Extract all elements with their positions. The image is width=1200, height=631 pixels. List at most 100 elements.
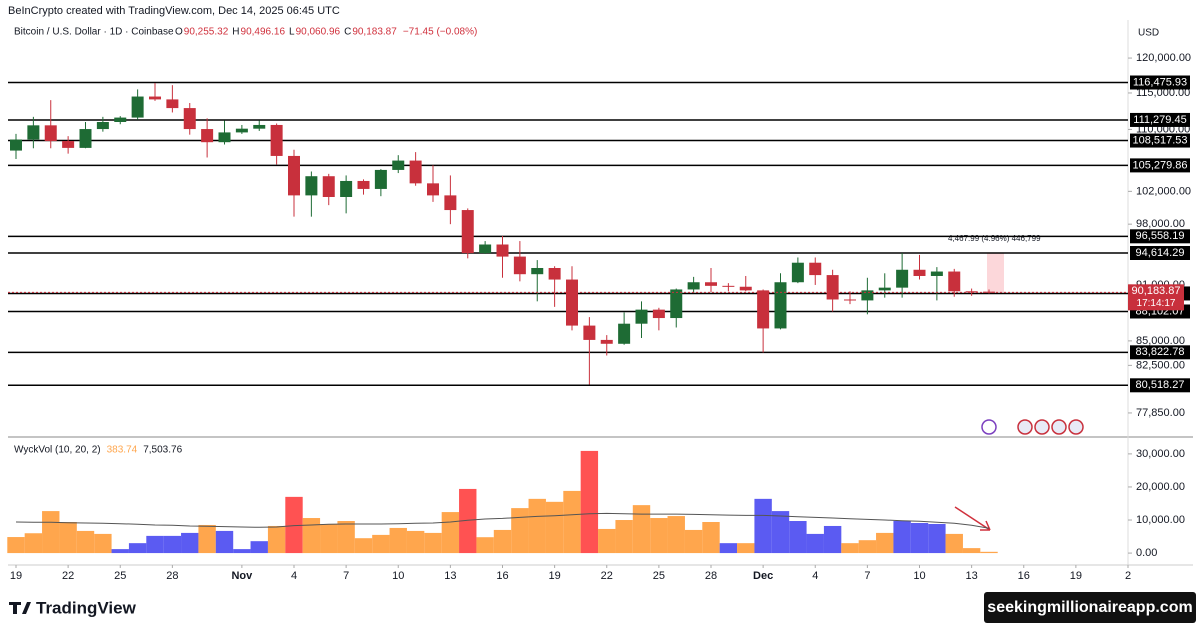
candle-body	[149, 96, 161, 100]
candle-body	[288, 155, 300, 196]
level-label-box	[1130, 158, 1190, 173]
volume-last: 383.74	[107, 445, 138, 456]
ohlc-value: 90,255.32	[184, 27, 229, 38]
volume-bar	[406, 530, 425, 554]
candle-body	[392, 160, 405, 170]
volume-bar	[580, 450, 599, 554]
price-change: −71.45 (−0.08%)	[403, 27, 478, 38]
level-label-box	[1130, 229, 1190, 244]
symbol: Bitcoin / U.S. Dollar · 1D · Coinbase	[14, 27, 174, 38]
measure-label: 4,467.99 (4.96%) 446,799	[948, 234, 1041, 243]
y-tick-label: 85,000.00	[1136, 335, 1185, 347]
volume-bar	[702, 522, 720, 554]
candle-body	[201, 129, 214, 143]
candle-body	[583, 325, 596, 340]
volume-bar	[146, 535, 164, 554]
y-tick-label: 77,850.00	[1136, 407, 1185, 419]
x-tick-label: 25	[114, 570, 126, 582]
volume-bar	[980, 551, 998, 554]
volume-bar	[511, 508, 529, 554]
candle-body	[600, 339, 613, 344]
candle-body	[62, 141, 75, 148]
ohlc-value: 90,183.87	[352, 27, 397, 38]
volume-bar	[389, 527, 407, 554]
candle-body	[896, 269, 909, 288]
volume-bar	[598, 528, 616, 554]
level-label: 80,518.27	[1136, 379, 1185, 391]
annotation-arrow	[954, 506, 991, 531]
volume-bar	[267, 525, 286, 554]
level-label-box	[1130, 75, 1190, 90]
x-tick-label: 4	[291, 570, 297, 582]
x-tick-label: 25	[653, 570, 665, 582]
candle-body	[791, 262, 804, 283]
x-tick-label: 7	[343, 570, 349, 582]
candle-body	[79, 129, 92, 148]
x-tick-label: 2	[1125, 570, 1131, 582]
candle-body	[844, 299, 856, 301]
volume-bar	[24, 533, 43, 554]
credit: BeInCrypto created with TradingView.com,…	[8, 5, 340, 17]
volume-bar	[806, 533, 824, 554]
volume-bar	[128, 543, 147, 554]
ohlc-key: L	[289, 27, 295, 38]
candle-body	[496, 244, 509, 257]
candle-body	[930, 271, 943, 276]
watermark: seekingmillionaireapp.com	[987, 599, 1192, 616]
volume-y-tick-label: 10,000.00	[1136, 514, 1185, 526]
x-tick-label: 10	[392, 570, 404, 582]
volume-bar	[181, 532, 199, 554]
volume-bar	[823, 525, 842, 554]
y-tick-label: 98,000.00	[1136, 218, 1185, 230]
candle-body	[652, 309, 665, 319]
volume-bar	[7, 537, 25, 554]
volume-bar	[337, 521, 355, 554]
candle-body	[861, 290, 874, 301]
event-icon	[1017, 419, 1033, 435]
volume-bar	[111, 549, 129, 554]
volume-bar	[858, 540, 877, 554]
candle-body	[461, 210, 474, 254]
measure-box	[987, 252, 1004, 293]
candle-body	[687, 282, 700, 290]
volume-bar	[163, 535, 182, 554]
volume-bar	[737, 543, 755, 554]
volume-bar	[94, 533, 112, 554]
volume-bar	[545, 501, 564, 554]
volume-bar	[76, 530, 95, 554]
volume-bar	[719, 543, 738, 554]
candle-body	[635, 309, 648, 324]
level-label: 105,279.86	[1132, 159, 1187, 171]
x-tick-label: 22	[62, 570, 74, 582]
x-tick-label: 7	[864, 570, 870, 582]
volume-bar	[459, 488, 477, 554]
volume-bar	[563, 490, 581, 554]
event-icon	[1068, 419, 1084, 435]
volume-bar	[493, 529, 512, 554]
candle-body	[10, 139, 22, 151]
candle-body	[722, 285, 735, 287]
candle-body	[444, 195, 457, 211]
level-label: 111,279.45	[1133, 114, 1186, 126]
ohlc-key: H	[232, 27, 239, 38]
candle-body	[705, 282, 717, 286]
candle-body	[235, 128, 248, 133]
countdown: 17:14:17	[1137, 298, 1176, 309]
volume-bar	[754, 498, 772, 554]
candle-body	[548, 267, 561, 280]
candle-body	[531, 267, 544, 275]
x-tick-label: Dec	[753, 570, 773, 582]
volume-bar	[910, 522, 929, 554]
candle-body	[878, 287, 891, 291]
volume-bar	[962, 548, 981, 554]
brand-logo	[9, 602, 31, 614]
candle-body	[340, 180, 353, 197]
volume-bar	[476, 537, 494, 554]
level-label: 83,822.78	[1136, 346, 1185, 358]
candle-body	[253, 124, 266, 129]
candle-body	[809, 262, 822, 276]
volume-y-tick-label: 30,000.00	[1136, 448, 1185, 460]
x-tick-label: 16	[1018, 570, 1030, 582]
candle-body	[618, 323, 631, 344]
candle-body	[774, 282, 787, 329]
